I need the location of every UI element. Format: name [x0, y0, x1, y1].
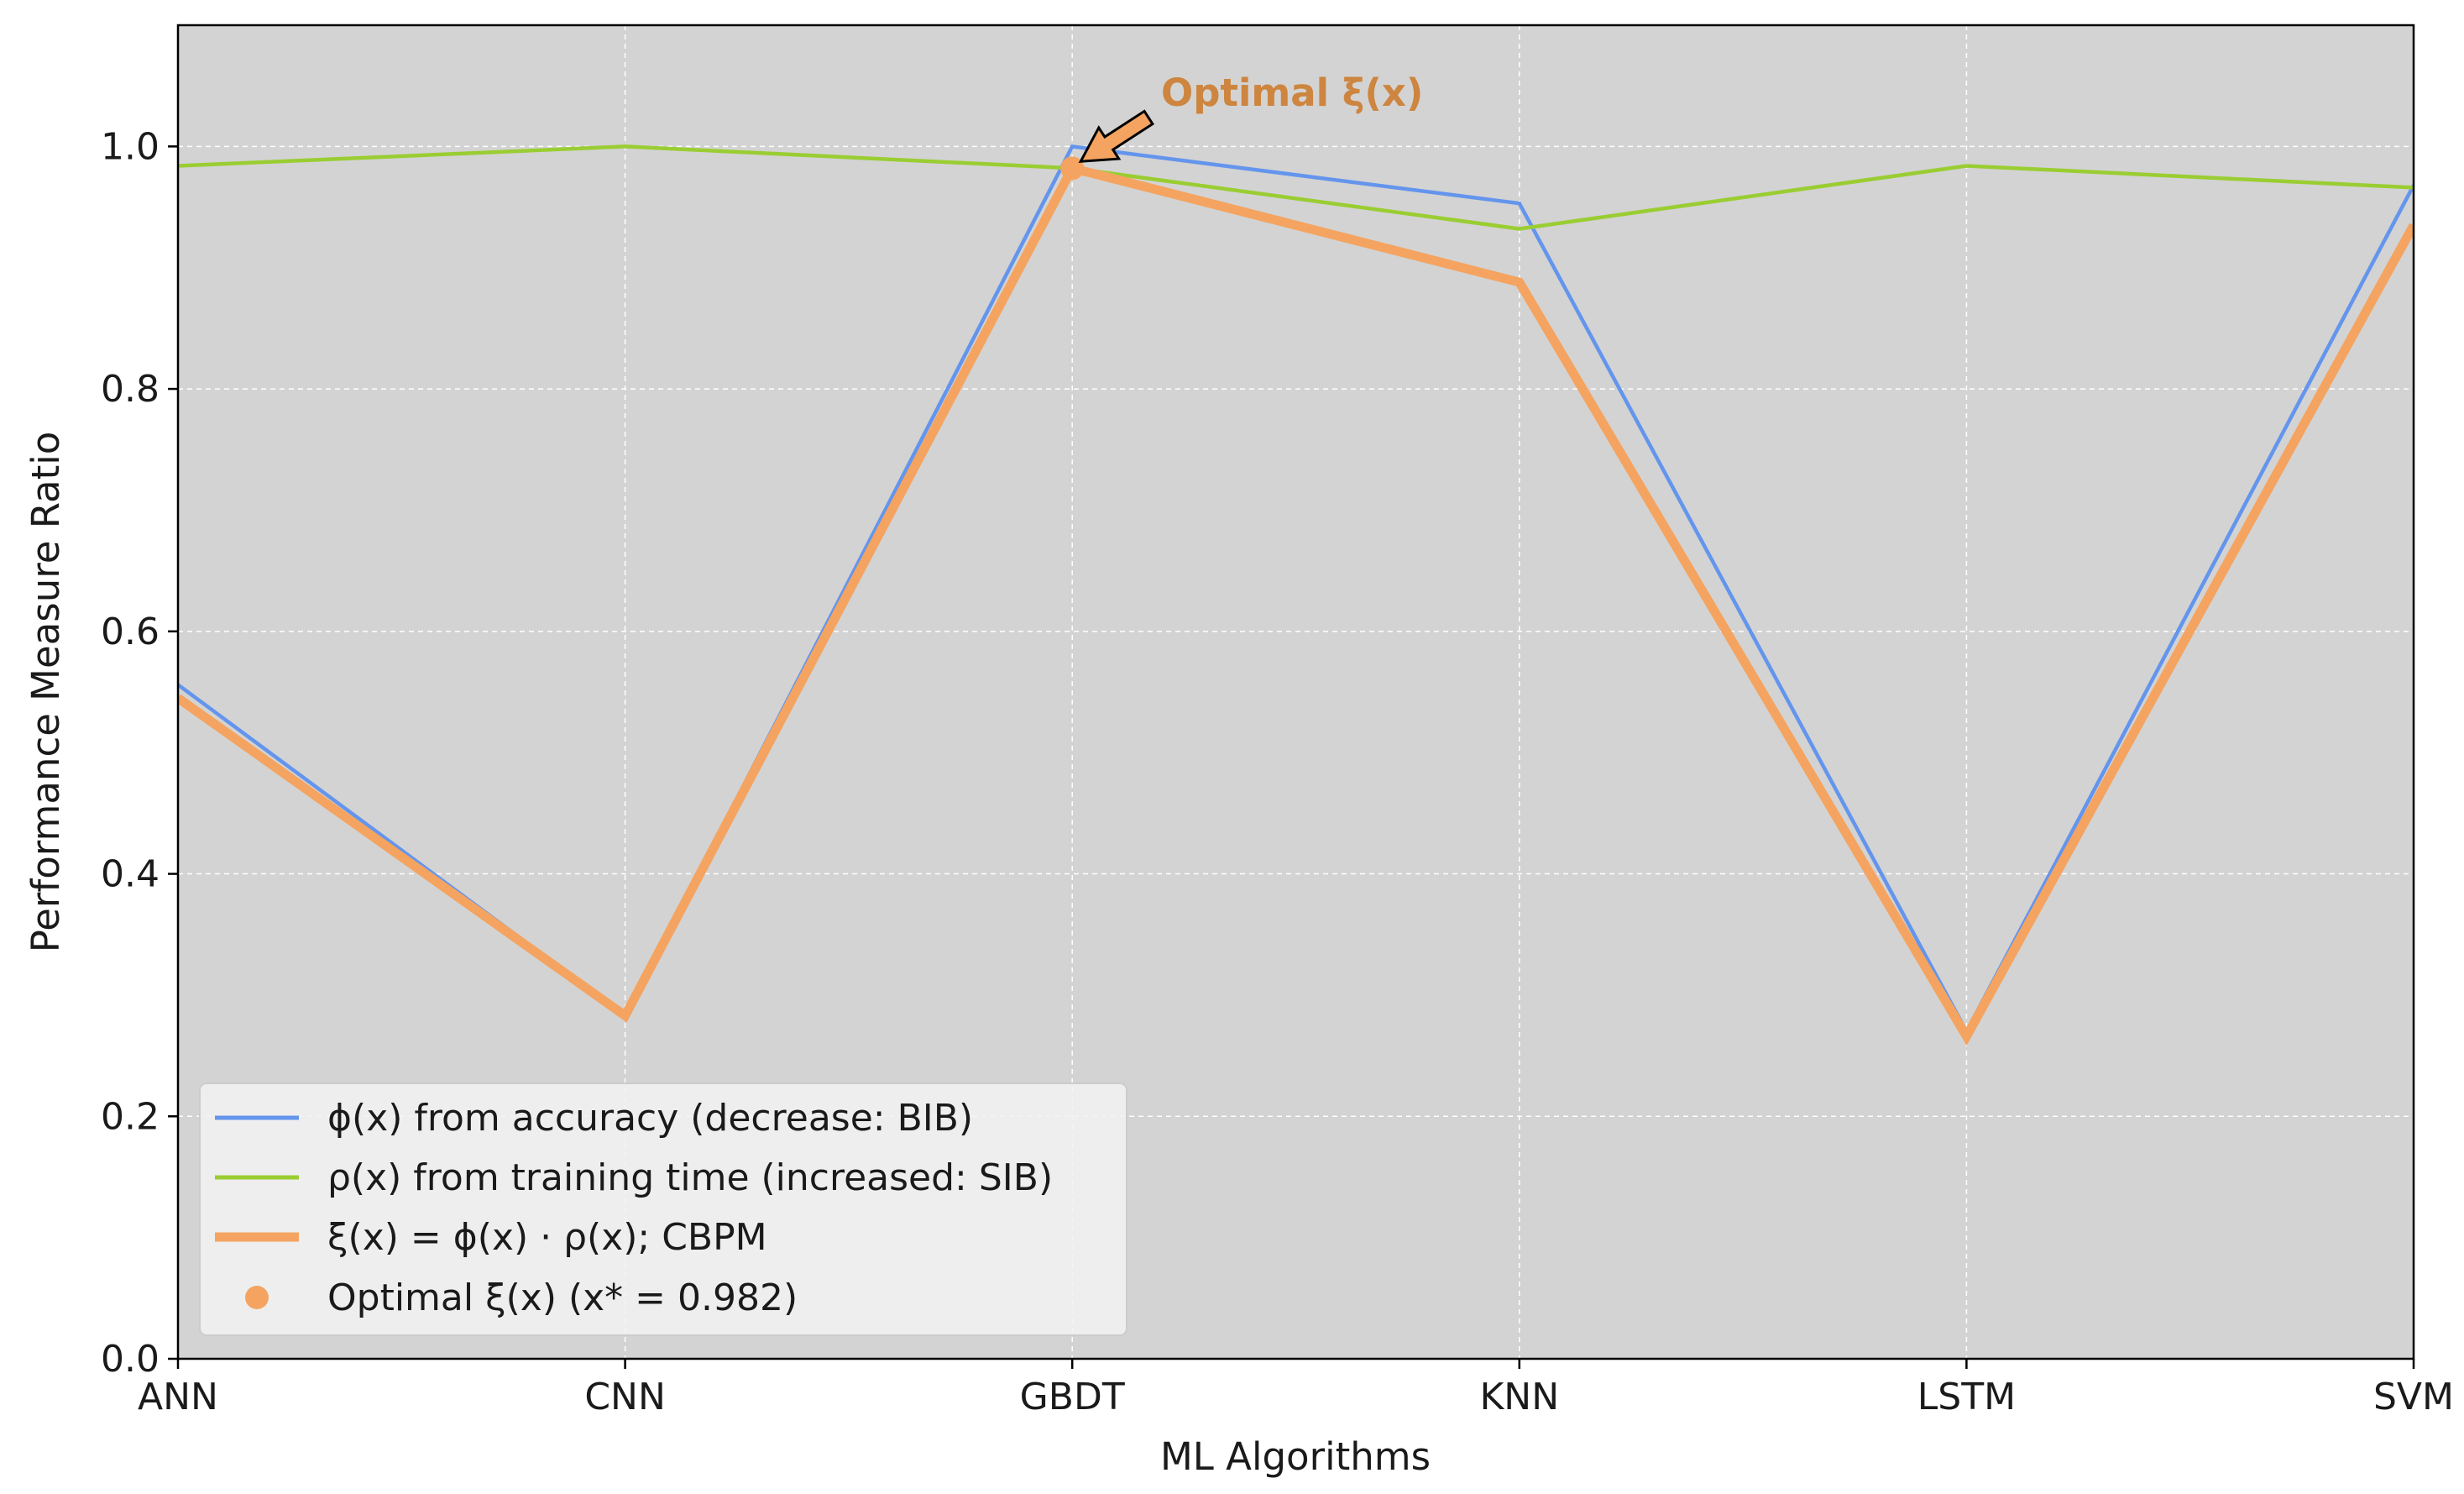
- legend-box: [199, 1082, 1127, 1336]
- y-tick-label: 0.2: [101, 1095, 160, 1138]
- x-tick-label-ann: ANN: [138, 1376, 218, 1418]
- y-tick-label: 0.4: [101, 853, 160, 896]
- y-tick-label: 0.0: [101, 1338, 160, 1381]
- legend-label-xi: ξ(x) = ϕ(x) · ρ(x); CBPM: [327, 1216, 767, 1259]
- legend: ϕ(x) from accuracy (decrease: BIB) ρ(x) …: [199, 1082, 1127, 1336]
- y-tick-label: 1.0: [101, 125, 160, 168]
- y-tick-label: 0.6: [101, 611, 160, 653]
- plot-frame: [176, 24, 2415, 1360]
- optimal-annotation: Optimal ξ(x): [1078, 71, 1424, 163]
- y-tick-label: 0.8: [101, 368, 160, 411]
- x-tick-label-knn: KNN: [1479, 1376, 1559, 1418]
- optimal-point-marker: [1060, 156, 1085, 181]
- x-tick-label-gbdt: GBDT: [1020, 1376, 1125, 1418]
- x-axis-title: ML Algorithms: [1160, 1434, 1431, 1479]
- legend-marker-optimal: [245, 1286, 269, 1309]
- x-tick-label-cnn: CNN: [584, 1376, 666, 1418]
- annotation-arrow-icon: [1078, 109, 1154, 163]
- y-axis: 0.0 0.2 0.4 0.6 0.8 1.0: [101, 125, 178, 1381]
- series-line-2: [178, 162, 2414, 1046]
- legend-label-rho: ρ(x) from training time (increased: SIB): [327, 1156, 1053, 1199]
- x-axis: ANN CNN GBDT KNN LSTM SVM: [138, 1359, 2454, 1418]
- y-axis-title: Performance Measure Ratio: [24, 432, 68, 953]
- series-lines: [178, 144, 2414, 1046]
- x-tick-label-lstm: LSTM: [1917, 1376, 2016, 1418]
- legend-label-optimal: Optimal ξ(x) (x* = 0.982): [327, 1276, 798, 1319]
- legend-label-phi: ϕ(x) from accuracy (decrease: BIB): [327, 1097, 973, 1140]
- annotation-label: Optimal ξ(x): [1161, 71, 1424, 115]
- markers: [1060, 156, 1085, 181]
- x-tick-label-svm: SVM: [2373, 1376, 2454, 1418]
- series-line-1: [178, 144, 2414, 231]
